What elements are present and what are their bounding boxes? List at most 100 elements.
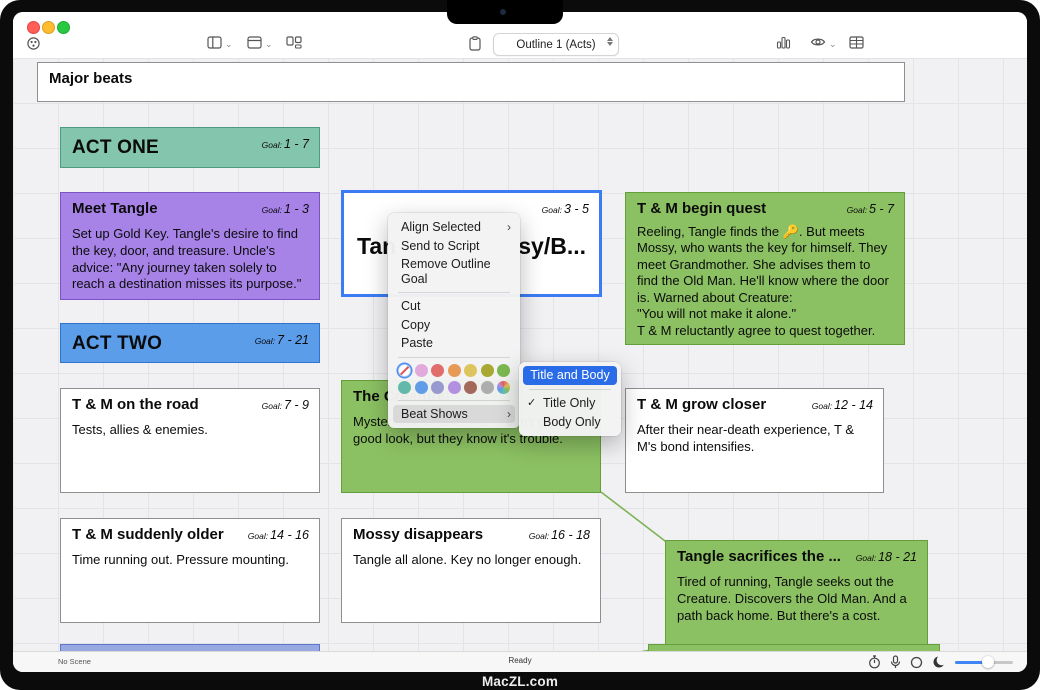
zoom-window-button[interactable] <box>57 21 70 34</box>
submenu-item-body-only[interactable]: Body Only <box>543 415 601 429</box>
card-title: Meet Tangle <box>72 200 158 217</box>
menu-item-remove-outline-goal[interactable]: Remove Outline Goal <box>401 257 491 286</box>
preview-eye-icon[interactable] <box>810 36 826 48</box>
window-layout-icon[interactable] <box>247 36 262 49</box>
board-title-card[interactable]: Major beats <box>37 62 905 102</box>
outline-selector-dropdown[interactable]: Outline 1 (Acts) <box>493 33 619 56</box>
card-meet-tangle[interactable]: Meet Tangle Goal: 1 - 3 Set up Gold Key. … <box>60 192 320 300</box>
color-swatch-red[interactable] <box>431 363 444 377</box>
card-title: ACT TWO <box>72 333 163 354</box>
zoom-slider-thumb[interactable] <box>982 656 994 668</box>
goal-badge: Goal: 18 - 21 <box>855 550 917 564</box>
goal-badge: Goal: 12 - 14 <box>811 398 873 412</box>
stepper-icon <box>607 37 613 46</box>
goal-badge: Goal: 3 - 5 <box>541 202 589 216</box>
card-title: T & M grow closer <box>637 396 767 413</box>
card-title: T & M on the road <box>72 396 199 413</box>
card-body: Tests, allies & enemies. <box>72 421 208 437</box>
context-menu: Align Selected › Send to Script Remove Ou… <box>388 213 520 428</box>
card-act-one[interactable]: ACT ONE Goal: 1 - 7 <box>60 127 320 168</box>
board-title: Major beats <box>49 70 133 87</box>
color-swatch-blue[interactable] <box>414 380 428 394</box>
goal-badge: Goal: 5 - 7 <box>846 202 894 216</box>
card-partial-blue[interactable] <box>60 644 320 652</box>
color-swatch-orange[interactable] <box>447 363 461 377</box>
display-notch <box>447 0 563 24</box>
card-suddenly-older[interactable]: T & M suddenly older Goal: 14 - 16 Time r… <box>60 518 320 623</box>
camera-dot <box>500 9 506 15</box>
scene-label: No Scene <box>58 657 91 666</box>
color-swatch-green[interactable] <box>497 363 510 377</box>
dark-mode-moon-icon[interactable] <box>932 655 946 669</box>
card-body: After their near-death experience, T & M… <box>637 421 858 454</box>
card-body: Tangle all alone. Key no longer enough. <box>353 551 582 567</box>
record-circle-icon[interactable] <box>910 656 923 669</box>
checkmark-icon: ✓ <box>527 397 537 409</box>
chevron-down-icon[interactable]: ⌄ <box>265 39 273 49</box>
menu-separator <box>398 356 510 358</box>
menu-item-align-selected[interactable]: Align Selected › <box>401 220 511 234</box>
app-icon[interactable] <box>26 36 41 51</box>
menu-item-send-to-script[interactable]: Send to Script <box>401 238 480 253</box>
beat-shows-submenu: Title and Body ✓ Title Only Body Only <box>519 362 621 436</box>
submenu-item-title-only[interactable]: ✓ Title Only <box>527 396 596 410</box>
card-act-two[interactable]: ACT TWO Goal: 7 - 21 <box>60 323 320 363</box>
card-partial-green[interactable] <box>648 644 940 652</box>
card-body: Set up Gold Key. Tangle's desire to find… <box>72 225 302 292</box>
card-title: Mossy disappears <box>353 526 484 543</box>
goal-badge: Goal: 16 - 18 <box>528 528 590 542</box>
clipboard-icon[interactable] <box>469 36 481 51</box>
goal-badge: Goal: 1 - 7 <box>261 137 309 151</box>
menu-item-cut[interactable]: Cut <box>401 299 421 313</box>
swatch-grid <box>388 362 520 396</box>
beat-connector-lines <box>600 491 670 652</box>
color-swatch-brown[interactable] <box>464 380 477 394</box>
card-title-fragment-right: sy/B... <box>518 233 586 259</box>
minimize-window-button[interactable] <box>42 21 55 34</box>
ready-status: Ready <box>508 656 532 665</box>
card-body: Tired of running, Tangle seeks out the C… <box>677 573 911 623</box>
card-title: ACT ONE <box>72 137 159 158</box>
color-swatch-purple[interactable] <box>447 380 461 394</box>
color-swatch-teal[interactable] <box>398 380 411 394</box>
app-window: ⌄ ⌄ Outline 1 (Acts) ⌄ Major beats <box>13 12 1027 672</box>
outline-selector-value: Outline 1 (Acts) <box>516 38 596 51</box>
sidebar-toggle-icon[interactable] <box>207 36 222 49</box>
card-on-the-road[interactable]: T & M on the road Goal: 7 - 9 Tests, alli… <box>60 388 320 493</box>
card-title: T & M begin quest <box>637 200 767 217</box>
goal-badge: Goal: 7 - 21 <box>254 333 309 347</box>
card-title: Tangle sacrifices the ... <box>677 548 841 565</box>
table-view-icon[interactable] <box>849 36 864 49</box>
card-body: Time running out. Pressure mounting. <box>72 551 290 567</box>
color-swatch-gray[interactable] <box>480 380 494 394</box>
watermark-label: MacZL.com <box>481 674 559 689</box>
card-mossy-disappears[interactable]: Mossy disappears Goal: 16 - 18 Tangle all… <box>341 518 601 623</box>
timer-icon[interactable] <box>868 655 881 669</box>
card-title: T & M suddenly older <box>72 526 224 543</box>
card-begin-quest[interactable]: T & M begin quest Goal: 5 - 7 Reeling, Ta… <box>625 192 905 345</box>
close-window-button[interactable] <box>27 21 40 34</box>
color-swatch-yellow[interactable] <box>464 363 477 377</box>
card-grow-closer[interactable]: T & M grow closer Goal: 12 - 14 After the… <box>625 388 884 493</box>
color-swatch-pink[interactable] <box>414 363 428 377</box>
menu-item-beat-shows[interactable]: Beat Shows › <box>393 404 515 423</box>
goal-badge: Goal: 1 - 3 <box>261 202 309 216</box>
menu-item-paste[interactable]: Paste <box>401 336 433 350</box>
card-sacrifices[interactable]: Tangle sacrifices the ... Goal: 18 - 21 T… <box>665 540 928 648</box>
chevron-down-icon[interactable]: ⌄ <box>225 39 233 49</box>
zoom-slider[interactable] <box>955 656 1013 668</box>
color-swatch-olive[interactable] <box>480 363 494 377</box>
color-swatch-rainbow[interactable] <box>497 380 510 394</box>
color-swatch-none[interactable] <box>398 363 411 377</box>
board-view-icon[interactable] <box>286 36 302 49</box>
stats-chart-icon[interactable] <box>776 36 791 49</box>
card-body: Reeling, Tangle finds the 🔑. But meets M… <box>637 223 889 338</box>
color-swatch-slate[interactable] <box>431 380 444 394</box>
submenu-arrow-icon: › <box>507 220 511 234</box>
chevron-down-icon[interactable]: ⌄ <box>829 39 837 49</box>
microphone-icon[interactable] <box>890 655 901 669</box>
submenu-item-title-and-body[interactable]: Title and Body <box>523 366 617 385</box>
board-canvas[interactable]: Major beats ACT ONE Goal: 1 - 7 Meet Tang… <box>13 58 1027 652</box>
menu-item-copy[interactable]: Copy <box>401 317 431 332</box>
